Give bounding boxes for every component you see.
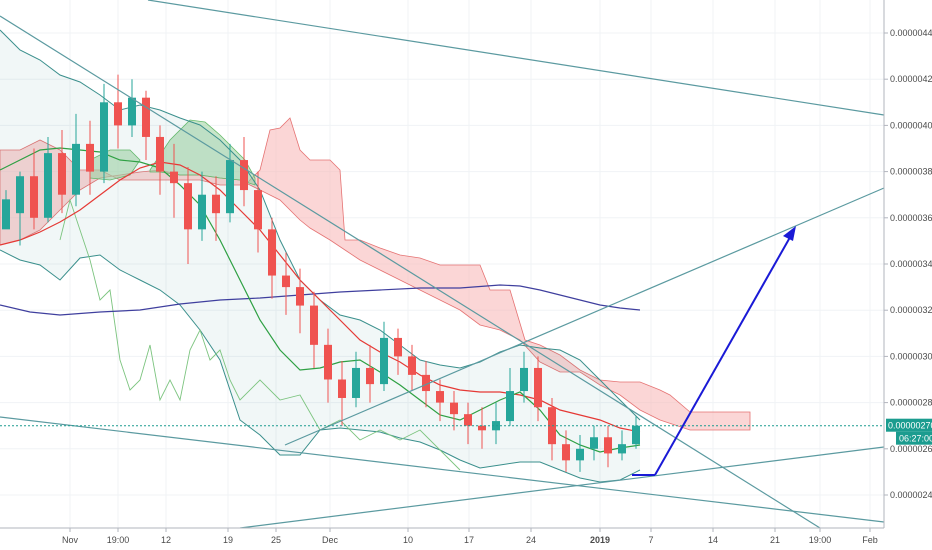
x-tick-label-12: 21	[770, 535, 780, 545]
candle-body-44	[618, 444, 626, 454]
candle-body-14	[198, 194, 206, 230]
x-tick-label-5: Dec	[322, 535, 339, 545]
countdown-badge	[896, 431, 932, 445]
y-tick-label-10: 0.00000440	[890, 28, 932, 38]
x-tick-label-13: 19:00	[809, 535, 832, 545]
candle-body-24	[338, 379, 346, 398]
x-tick-label-1: 19:00	[107, 535, 130, 545]
x-tick-label-14: Feb	[862, 535, 878, 545]
candle-body-4	[58, 153, 66, 195]
candle-body-38	[534, 367, 542, 408]
candle-body-1	[16, 176, 24, 214]
trendline-descending	[0, 15, 821, 529]
x-tick-label-2: 12	[161, 535, 171, 545]
y-axis-area	[884, 0, 932, 550]
x-axis-area	[0, 528, 884, 550]
x-tick-label-9: 2019	[590, 535, 610, 545]
current-price-label: 0.00000270	[888, 421, 932, 431]
candle-body-26	[366, 367, 374, 385]
candle-body-43	[604, 437, 612, 454]
trendline-rising-support	[239, 446, 885, 529]
arrow-head	[783, 226, 796, 241]
x-tick-label-11: 14	[708, 535, 718, 545]
arrow-shaft	[654, 231, 794, 476]
candle-body-16	[226, 160, 234, 214]
x-tick-label-3: 19	[223, 535, 233, 545]
candle-body-40	[562, 444, 570, 461]
candle-body-27	[380, 337, 388, 385]
candle-body-0	[2, 199, 10, 230]
candle-body-18	[254, 190, 262, 230]
candle-body-13	[184, 183, 192, 230]
candle-body-34	[478, 425, 486, 431]
candle-body-31	[436, 391, 444, 403]
candle-body-42	[590, 437, 598, 449]
candle-body-3	[44, 153, 52, 218]
x-tick-label-8: 24	[526, 535, 536, 545]
candle-body-8	[114, 102, 122, 126]
candle-body-19	[268, 229, 276, 276]
moving-average-long	[0, 284, 641, 316]
candle-body-33	[464, 414, 472, 426]
candle-body-29	[408, 356, 416, 375]
candle-body-21	[296, 287, 304, 306]
candle-body-5	[72, 143, 80, 195]
candle-body-45	[632, 425, 640, 445]
current-price-badge	[886, 418, 932, 432]
candle-body-37	[520, 367, 528, 392]
countdown-label: 06:27:00	[899, 434, 932, 444]
candle-body-2	[30, 176, 38, 218]
candle-body-22	[310, 305, 318, 345]
candle-body-10	[142, 97, 150, 137]
x-tick-label-6: 10	[403, 535, 413, 545]
candle-body-15	[212, 194, 220, 214]
candle-body-12	[170, 171, 178, 184]
candle-body-28	[394, 337, 402, 357]
chikou-span	[59, 198, 461, 471]
candle-body-7	[100, 102, 108, 172]
candle-body-6	[86, 143, 94, 172]
candle-body-17	[240, 160, 248, 191]
candle-body-9	[128, 97, 136, 126]
x-tick-label-0: Nov	[62, 535, 79, 545]
candle-body-36	[506, 391, 514, 422]
candle-body-41	[576, 448, 584, 461]
x-tick-label-10: 7	[648, 535, 653, 545]
trendline-lower-support	[0, 416, 885, 523]
trendline-upper-resistance	[147, 0, 885, 116]
candle-body-23	[324, 344, 332, 380]
candle-body-32	[450, 402, 458, 415]
x-tick-label-7: 17	[464, 535, 474, 545]
candle-body-11	[156, 136, 164, 172]
x-tick-label-4: 25	[271, 535, 281, 545]
candle-body-25	[352, 367, 360, 398]
candle-body-20	[282, 275, 290, 288]
moving-average-slow	[0, 161, 641, 433]
trendline-channel-upper	[284, 187, 885, 446]
candle-body-30	[422, 374, 430, 392]
